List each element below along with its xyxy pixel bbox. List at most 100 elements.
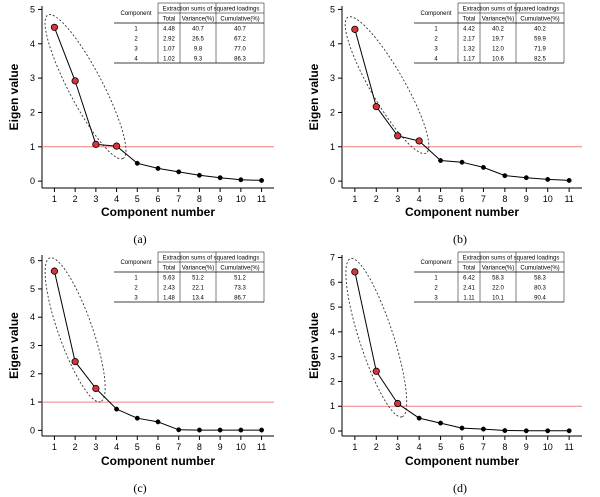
table-background (114, 252, 264, 302)
table-column-header: Total (463, 17, 476, 23)
table-cell: 90.4 (534, 296, 546, 302)
x-tick-label: 3 (395, 442, 400, 452)
y-tick-label: 5 (330, 4, 335, 14)
x-axis-title: Component number (101, 454, 215, 468)
retained-eigenvalue-point (394, 132, 402, 140)
table-cell: 1.17 (463, 57, 475, 63)
table-cell: 22.0 (492, 286, 504, 292)
eigenvalue-point (566, 177, 572, 183)
panel-label: (b) (453, 232, 467, 246)
table-header-top: Extraction sums of squared loadings (163, 7, 260, 13)
y-tick-label: 4 (330, 327, 335, 337)
y-tick-label: 5 (330, 302, 335, 312)
eigenvalue-point (259, 177, 265, 183)
x-tick-label: 11 (564, 194, 573, 204)
y-tick-label: 6 (330, 277, 335, 287)
eigenvalue-point (134, 415, 140, 421)
y-tick-label: 3 (30, 73, 35, 83)
y-tick-label: 2 (30, 107, 35, 117)
y-tick-label: 3 (330, 352, 335, 362)
table-column-header: Cumulative(%) (220, 17, 259, 23)
table-cell: 73.3 (234, 286, 246, 292)
eigenvalue-point (114, 406, 120, 412)
table-cell: 4 (134, 57, 138, 63)
table-cell: 1 (434, 276, 438, 282)
retained-eigenvalue-point (50, 267, 59, 275)
y-tick-label: 7 (330, 252, 335, 262)
table-cell: 5.63 (163, 276, 175, 282)
y-tick-label: 3 (330, 73, 335, 83)
panel-label: (a) (133, 232, 146, 246)
x-tick-label: 10 (543, 194, 553, 204)
panel-label: (d) (453, 481, 467, 495)
x-tick-label: 6 (155, 194, 160, 204)
table-header-top: Extraction sums of squared loadings (463, 7, 560, 13)
table-cell: 4.48 (163, 27, 175, 33)
x-tick-label: 4 (417, 194, 422, 204)
y-tick-label: 0 (330, 426, 335, 436)
table-header-component: Component (420, 260, 451, 266)
retained-eigenvalue-point (351, 268, 359, 276)
y-tick-label: 3 (30, 341, 35, 351)
retained-eigenvalue-point (92, 140, 100, 148)
table-cell: 1.32 (463, 47, 475, 53)
table-cell: 1.02 (163, 57, 175, 63)
x-tick-label: 2 (374, 442, 379, 452)
table-column-header: Variance(%) (182, 17, 215, 23)
retained-eigenvalue-point (71, 77, 79, 85)
x-tick-label: 1 (52, 442, 57, 452)
x-tick-label: 10 (543, 442, 553, 452)
table-header-component: Component (120, 11, 151, 17)
y-tick-label: 0 (30, 176, 35, 186)
x-tick-label: 6 (459, 442, 464, 452)
eigenvalue-point (502, 173, 508, 179)
x-tick-label: 5 (438, 194, 443, 204)
x-tick-label: 9 (218, 194, 223, 204)
y-tick-label: 2 (330, 376, 335, 386)
x-tick-label: 2 (374, 194, 379, 204)
eigenvalue-point (416, 415, 422, 421)
retained-components-ellipse (345, 257, 408, 418)
eigenvalue-point (523, 428, 529, 434)
x-tick-label: 6 (155, 442, 160, 452)
x-tick-label: 7 (176, 194, 181, 204)
x-tick-label: 7 (481, 194, 486, 204)
x-tick-label: 3 (93, 194, 98, 204)
eigenvalue-point (196, 427, 202, 433)
x-tick-label: 11 (257, 194, 266, 204)
retained-eigenvalue-point (372, 103, 380, 111)
table-cell: 59.9 (534, 37, 546, 43)
y-axis-title: Eigen value (307, 63, 321, 130)
eigenvalue-point (155, 165, 161, 171)
y-tick-label: 1 (330, 401, 335, 411)
table-cell: 4 (434, 57, 438, 63)
table-cell: 9.3 (194, 57, 203, 63)
retained-eigenvalue-point (92, 384, 100, 393)
table-cell: 40.7 (192, 27, 204, 33)
y-tick-label: 4 (330, 39, 335, 49)
table-cell: 10.6 (492, 57, 504, 63)
x-tick-label: 3 (395, 194, 400, 204)
table-column-header: Cumulative(%) (520, 17, 559, 23)
y-tick-label: 2 (30, 369, 35, 379)
retained-eigenvalue-point (112, 142, 121, 150)
chart-panel-2: 0 1 2 3 4 5 1 2 3 4 5 6 7 8 9 10 11 Component number Eigen… (307, 2, 582, 246)
x-tick-label: 5 (438, 442, 443, 452)
table-cell: 2.17 (463, 37, 475, 43)
x-tick-label: 7 (481, 442, 486, 452)
y-axis-title: Eigen value (7, 312, 21, 379)
x-tick-label: 1 (352, 194, 357, 204)
table-cell: 40.2 (534, 27, 546, 33)
table-cell: 3 (134, 296, 138, 302)
table-cell: 4.42 (463, 27, 475, 33)
eigenvalue-point (459, 159, 465, 165)
x-axis-title: Component number (405, 205, 519, 219)
eigenvalue-point (459, 425, 465, 431)
eigenvalue-point (502, 428, 508, 433)
retained-components-ellipse (44, 257, 106, 403)
retained-eigenvalue-point (351, 25, 359, 33)
y-tick-label: 0 (330, 176, 335, 186)
eigenvalue-point (217, 427, 223, 433)
y-tick-label: 2 (330, 107, 335, 117)
table-cell: 26.5 (192, 37, 204, 43)
